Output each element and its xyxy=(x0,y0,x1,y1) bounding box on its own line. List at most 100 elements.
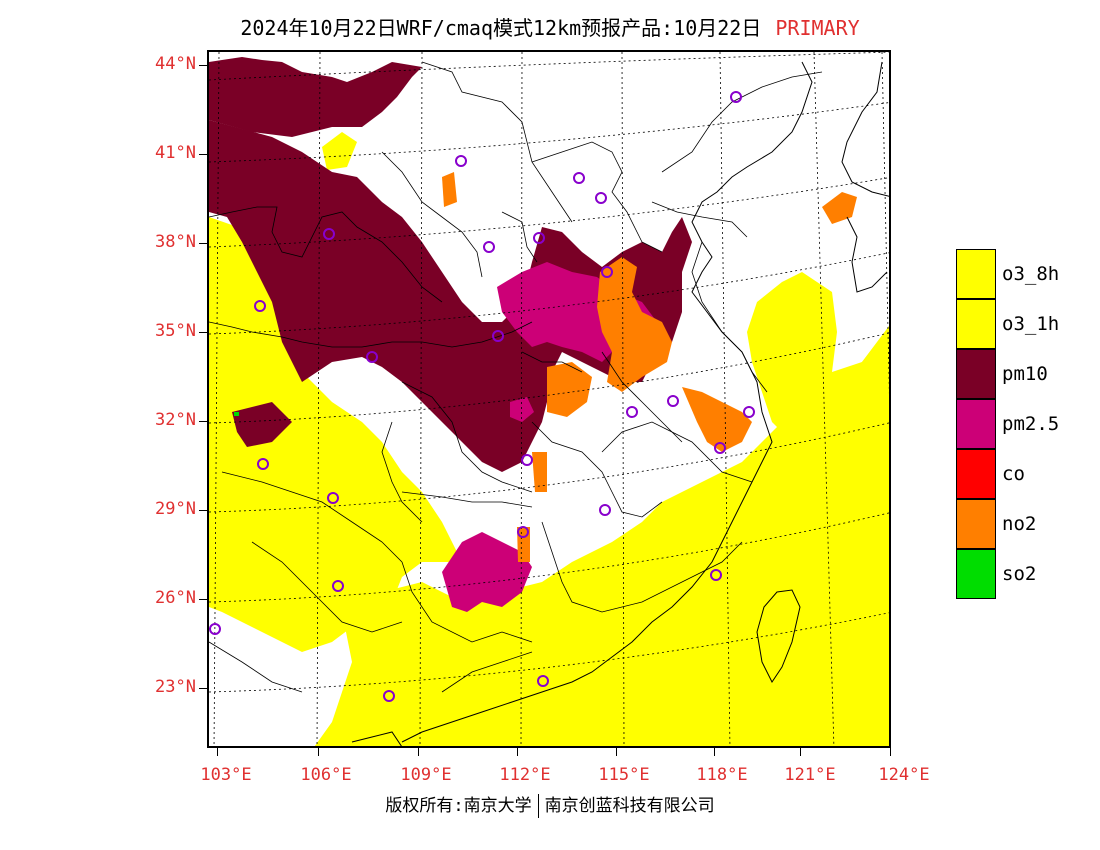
lon-tick xyxy=(217,748,218,756)
lat-tick xyxy=(199,421,207,422)
station-marker xyxy=(710,569,722,581)
o3-region-west xyxy=(209,217,462,652)
o3-region-south xyxy=(314,326,889,746)
lon-label-124: 124°E xyxy=(878,765,930,785)
legend-label: pm2.5 xyxy=(1002,413,1060,435)
legend-label: o3_1h xyxy=(1002,313,1060,335)
station-marker xyxy=(455,155,467,167)
coastline xyxy=(351,61,889,746)
station-marker xyxy=(714,442,726,454)
lon-label-109: 109°E xyxy=(400,765,452,785)
no2-patch-west xyxy=(442,172,457,207)
no2-region-central xyxy=(547,362,592,417)
lat-label-41: 41°N xyxy=(155,143,196,163)
station-marker xyxy=(599,504,611,516)
legend-swatch xyxy=(956,499,996,549)
so2-spot xyxy=(234,412,239,416)
title-main: 2024年10月22日WRF/cmaq模式12km预报产品:10月22日 xyxy=(240,16,762,40)
station-marker xyxy=(209,623,221,635)
province-boundaries xyxy=(209,61,823,693)
lon-tick xyxy=(616,748,617,756)
legend-swatch xyxy=(956,299,996,349)
map-canvas xyxy=(209,52,889,746)
no2-patch-ne xyxy=(822,192,857,224)
legend-label: so2 xyxy=(1002,563,1037,585)
credit-separator xyxy=(537,794,539,818)
station-marker xyxy=(730,91,742,103)
legend-swatch xyxy=(956,449,996,499)
copyright-credit: 版权所有:南京大学 南京创蓝科技有限公司 xyxy=(0,791,1100,818)
lon-label-115: 115°E xyxy=(598,765,650,785)
lat-tick xyxy=(199,65,207,66)
lat-tick xyxy=(199,332,207,333)
pm10-region-north xyxy=(209,57,422,137)
station-marker xyxy=(483,241,495,253)
legend-swatch xyxy=(956,349,996,399)
lon-label-112: 112°E xyxy=(499,765,551,785)
pollutant-map xyxy=(207,50,891,748)
lon-label-103: 103°E xyxy=(200,765,252,785)
station-markers xyxy=(209,91,755,702)
station-marker xyxy=(254,300,266,312)
lon-tick xyxy=(890,748,891,756)
lon-tick xyxy=(714,748,715,756)
map-title: 2024年10月22日WRF/cmaq模式12km预报产品:10月22日 PRIM… xyxy=(0,12,1100,41)
lat-tick xyxy=(199,243,207,244)
lat-label-26: 26°N xyxy=(155,588,196,608)
pm10-patch-west xyxy=(232,402,292,447)
legend-swatch xyxy=(956,549,996,599)
credit-right: 南京创蓝科技有限公司 xyxy=(544,796,715,816)
lat-tick xyxy=(199,599,207,600)
lat-tick xyxy=(199,688,207,689)
lon-tick xyxy=(517,748,518,756)
lon-tick xyxy=(318,748,319,756)
station-marker xyxy=(533,232,545,244)
legend-label: o3_8h xyxy=(1002,263,1060,285)
station-marker xyxy=(626,406,638,418)
station-marker xyxy=(743,406,755,418)
lat-label-38: 38°N xyxy=(155,232,196,252)
no2-region-north xyxy=(597,257,672,392)
title-tag: PRIMARY xyxy=(775,16,860,40)
station-marker xyxy=(257,458,269,470)
lat-tick xyxy=(199,154,207,155)
pm25-patch-wuhan xyxy=(510,397,534,422)
pm10-region-main xyxy=(209,120,692,472)
o3-patch-north xyxy=(322,132,357,170)
station-marker xyxy=(537,675,549,687)
station-marker xyxy=(595,192,607,204)
legend-label: co xyxy=(1002,463,1025,485)
station-marker xyxy=(573,172,585,184)
lon-label-118: 118°E xyxy=(696,765,748,785)
lat-label-23: 23°N xyxy=(155,677,196,697)
legend-swatch xyxy=(956,399,996,449)
no2-patch-hubei xyxy=(532,452,547,492)
station-marker xyxy=(492,330,504,342)
legend-label: pm10 xyxy=(1002,363,1048,385)
station-marker xyxy=(383,690,395,702)
station-marker xyxy=(366,351,378,363)
station-marker xyxy=(517,526,529,538)
station-marker xyxy=(521,454,533,466)
station-marker xyxy=(601,266,613,278)
lat-label-35: 35°N xyxy=(155,321,196,341)
station-marker xyxy=(323,228,335,240)
legend-swatch xyxy=(956,249,996,299)
lon-tick xyxy=(418,748,419,756)
pm25-region-south xyxy=(442,532,532,612)
lat-label-29: 29°N xyxy=(155,499,196,519)
lon-label-106: 106°E xyxy=(300,765,352,785)
station-marker xyxy=(667,395,679,407)
graticule xyxy=(209,52,889,746)
lon-tick xyxy=(800,748,801,756)
station-marker xyxy=(327,492,339,504)
legend-label: no2 xyxy=(1002,513,1037,535)
o3-region-east-sea xyxy=(747,272,889,452)
no2-region-east xyxy=(682,387,752,452)
station-marker xyxy=(332,580,344,592)
credit-left: 版权所有:南京大学 xyxy=(385,796,532,816)
lat-label-44: 44°N xyxy=(155,54,196,74)
lat-label-32: 32°N xyxy=(155,410,196,430)
lat-tick xyxy=(199,510,207,511)
lon-label-121: 121°E xyxy=(784,765,836,785)
